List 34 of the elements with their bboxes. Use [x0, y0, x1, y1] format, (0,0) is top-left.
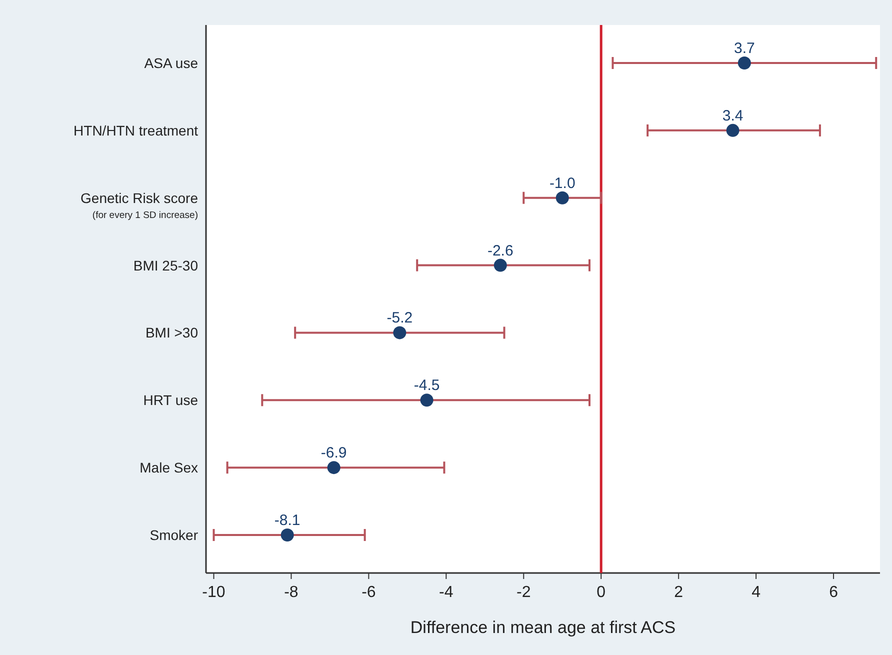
point: [726, 124, 740, 137]
y-tick-label: Genetic Risk score (for every 1 SD increase): [80, 190, 198, 221]
x-tick-label: 4: [752, 584, 761, 601]
data-label: 3.7: [734, 40, 755, 57]
x-tick-label: -8: [284, 584, 298, 601]
y-tick-label: BMI >30: [145, 324, 198, 341]
data-label: -6.9: [320, 444, 347, 462]
x-tick-label: -6: [362, 584, 376, 601]
x-tick-label: -4: [439, 584, 454, 601]
point: [393, 326, 406, 340]
point: [556, 191, 569, 204]
data-label: 3.4: [722, 107, 744, 124]
y-tick-label: Male Sex: [140, 460, 198, 476]
x-tick-label: 6: [829, 584, 838, 601]
y-tick-label: BMI 25-30: [133, 257, 198, 274]
point: [327, 461, 340, 474]
point: [280, 528, 294, 542]
data-label: -1.0: [549, 174, 576, 192]
point: [738, 56, 751, 70]
x-tick-label: 2: [674, 584, 684, 601]
x-axis-title: Difference in mean age at first ACS: [410, 618, 676, 637]
x-tick-label: -10: [202, 584, 226, 601]
y-tick-label: Smoker: [150, 527, 198, 543]
x-tick-label: -2: [516, 584, 531, 601]
y-tick-label: ASA use: [144, 55, 198, 71]
data-label: -8.1: [274, 512, 300, 529]
y-tick-label: HTN/HTN treatment: [74, 122, 198, 138]
y-tick-label: HRT use: [143, 392, 198, 408]
point: [494, 258, 507, 272]
point: [420, 394, 434, 407]
data-label: -4.5: [414, 377, 440, 394]
data-label: -5.2: [386, 310, 413, 327]
x-tick-label: 0: [596, 584, 606, 601]
data-label: -2.6: [487, 242, 514, 260]
